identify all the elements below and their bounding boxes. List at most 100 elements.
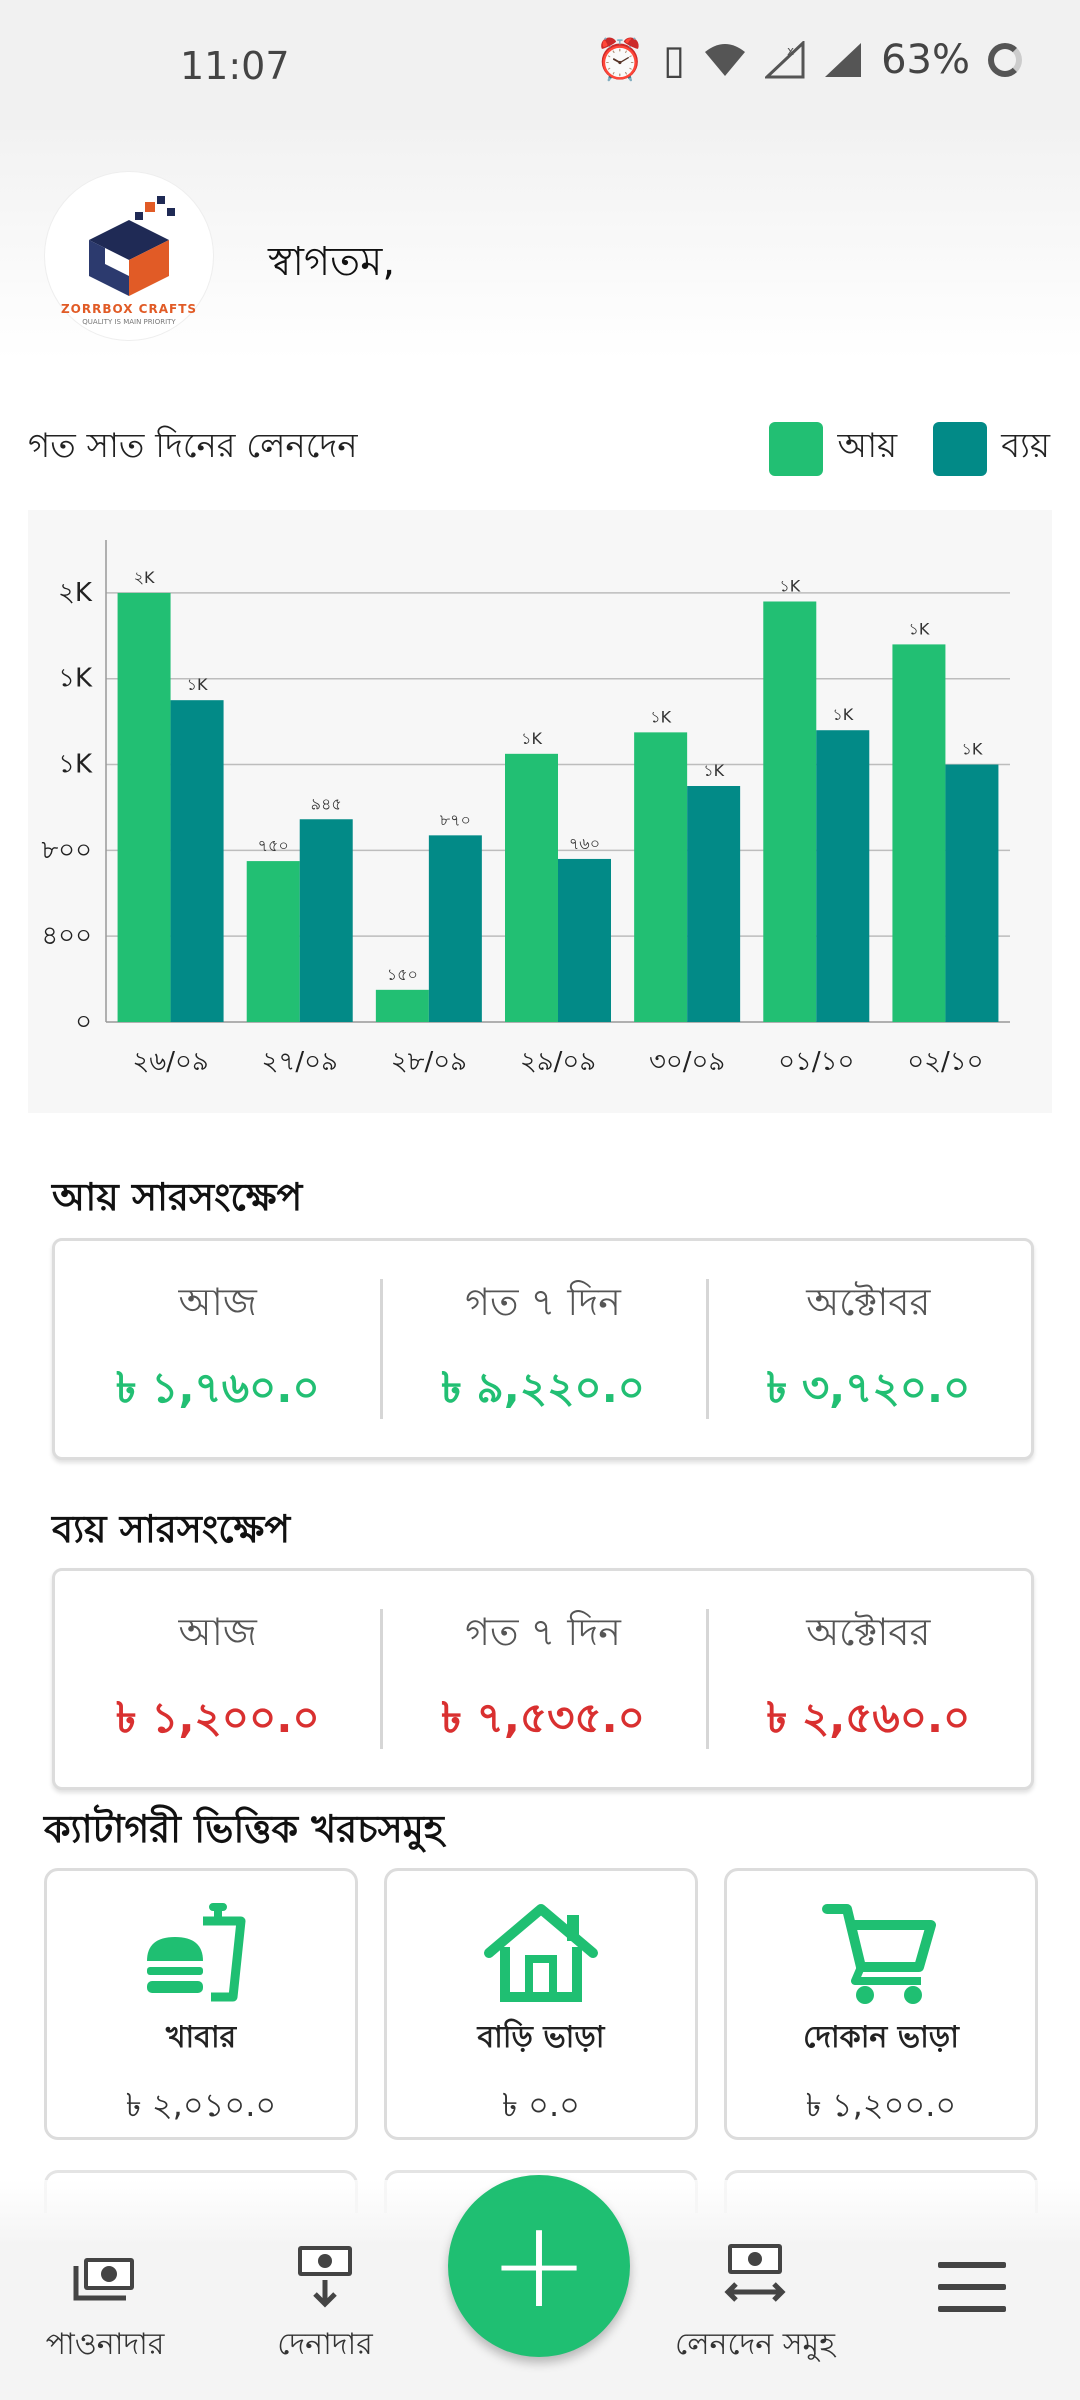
menu-icon[interactable] (938, 2262, 1006, 2312)
expense-bar (558, 858, 611, 1022)
nav-label: পাওনাদার (45, 2327, 165, 2362)
cart-icon (822, 1904, 936, 2004)
company-logo: ZORRBOX CRAFTS QUALITY IS MAIN PRIORITY (45, 172, 213, 340)
signal-icon (825, 43, 862, 77)
expense-summary-title: ব্যয় সারসংক্ষেপ (52, 1507, 291, 1551)
category-amount: ৳ ১,২০০.০ (805, 2086, 957, 2124)
legend-income-label: আয় (837, 426, 898, 466)
legend-expense-swatch (933, 421, 988, 476)
x-tick-label: ২৬/০৯ (132, 1047, 208, 1077)
house-icon (484, 1904, 598, 2002)
bar-chart: ০ ৪০০ ৮০০ ১K ১K ২K ২K ১K ২৬/০৯ ৭৫০ ৯৪৫ ২৭/০৯ ১৫০ ৮৭০ ২… (28, 510, 1052, 1113)
summary-value: ৳ ৯,২২০.০ (441, 1362, 645, 1412)
income-last-7-days: গত ৭ দিন ৳ ৯,২২০.০ (380, 1241, 705, 1457)
svg-text:x: x (787, 44, 794, 58)
expense-bar (945, 764, 999, 1022)
bar-value-label: ৮৭০ (440, 810, 471, 829)
nav-creditors[interactable]: পাওনাদার (40, 2240, 170, 2371)
expense-summary-card: আজ ৳ ১,২০০.০ গত ৭ দিন ৳ ৭,৫৩৫.০ অক্টোবর … (52, 1568, 1034, 1790)
expense-bar (299, 819, 353, 1022)
vibrate-icon: ▯ (663, 37, 686, 83)
nav-debtors[interactable]: দেনাদার (260, 2240, 390, 2371)
chart-legend: আয় ব্যয় (769, 420, 1050, 477)
category-name: খাবার (165, 2020, 237, 2055)
category-card-food[interactable]: খাবার ৳ ২,০১০.০ (44, 1868, 358, 2140)
bar-value-label: ১K (779, 576, 800, 595)
summary-label: আজ (178, 1609, 257, 1654)
summary-label: গত ৭ দিন (465, 1279, 621, 1324)
bar-value-label: ১K (187, 675, 208, 694)
category-amount: ৳ ২,০১০.০ (125, 2086, 277, 2124)
x-tick-label: ২৭/০৯ (262, 1047, 338, 1077)
expense-bar (428, 835, 482, 1022)
income-bar (892, 644, 946, 1022)
nav-label: দেনাদার (277, 2327, 373, 2362)
summary-label: আজ (178, 1279, 257, 1324)
expense-bar (816, 730, 870, 1022)
cash-down-icon (298, 2246, 352, 2308)
bar-value-label: ৯৪৫ (311, 794, 342, 813)
bar-chart-svg: ০ ৪০০ ৮০০ ১K ১K ২K ২K ১K ২৬/০৯ ৭৫০ ৯৪৫ ২৭/০৯ ১৫০ ৮৭০ ২… (41, 540, 1010, 1077)
y-tick-label: ১K (58, 750, 93, 780)
status-icons: ⏰ ▯ x 63% (595, 40, 1022, 80)
status-time: 11:07 (180, 44, 290, 88)
food-icon (147, 1903, 246, 2002)
category-card-shop-rent[interactable]: দোকান ভাড়া ৳ ১,২০০.০ (724, 1868, 1038, 2140)
income-summary-title: আয় সারসংক্ষেপ (52, 1175, 303, 1219)
y-tick-label: ৮০০ (41, 835, 92, 865)
bar-value-label: ১৫০ (387, 965, 418, 984)
bar-value-label: ২K (134, 568, 155, 587)
nav-transactions[interactable]: লেনদেন সমুহ (660, 2240, 850, 2371)
summary-value: ৳ ১,৭৬০.০ (115, 1362, 320, 1412)
income-bar (117, 592, 171, 1022)
summary-value: ৳ ২,৫৬০.০ (766, 1692, 971, 1742)
battery-icon (988, 43, 1022, 77)
income-bar (246, 861, 300, 1022)
bar-value-label: ৭৬০ (569, 834, 600, 853)
category-amount: ৳ ০.০ (502, 2086, 580, 2124)
expense-last-7-days: গত ৭ দিন ৳ ৭,৫৩৫.০ (380, 1571, 705, 1787)
welcome-text: স্বাগতম, (268, 239, 396, 285)
y-tick-label: ১K (58, 664, 93, 694)
bar-value-label: ১K (908, 619, 929, 638)
income-today: আজ ৳ ১,৭৬০.০ (55, 1241, 380, 1457)
summary-label: গত ৭ দিন (465, 1609, 621, 1654)
bar-value-label: ১K (521, 729, 542, 748)
income-bar (763, 601, 817, 1022)
add-transaction-button[interactable]: + (448, 2175, 630, 2357)
category-card-house-rent[interactable]: বাড়ি ভাড়া ৳ ০.০ (384, 1868, 698, 2140)
income-bar (505, 753, 558, 1022)
summary-value: ৳ ৩,৭২০.০ (766, 1362, 971, 1412)
expense-bar (687, 786, 741, 1022)
y-tick-label: ২K (58, 578, 93, 608)
signal-off-icon: x (765, 41, 805, 79)
x-tick-label: ০১/১০ (778, 1047, 854, 1077)
y-tick-label: ০ (75, 1007, 92, 1037)
bar-value-label: ১K (650, 707, 671, 726)
cash-transfer-icon (724, 2244, 786, 2302)
nav-label: লেনদেন সমুহ (675, 2327, 835, 2362)
battery-percent: 63% (881, 37, 970, 83)
bar-value-label: ১K (832, 705, 853, 724)
y-tick-label: ৪০০ (41, 921, 92, 951)
chart-title: গত সাত দিনের লেনদেন (28, 426, 358, 466)
wifi-icon (705, 44, 746, 76)
summary-label: অক্টোবর (806, 1609, 931, 1654)
income-month: অক্টোবর ৳ ৩,৭২০.০ (705, 1241, 1031, 1457)
status-bar: 11:07 ⏰ ▯ x 63% (0, 0, 1080, 130)
bar-value-label: ১K (961, 740, 982, 759)
income-bar (634, 732, 688, 1022)
app-header: ZORRBOX CRAFTS QUALITY IS MAIN PRIORITY … (0, 130, 1080, 360)
income-summary-card: আজ ৳ ১,৭৬০.০ গত ৭ দিন ৳ ৯,২২০.০ অক্টোবর … (52, 1238, 1034, 1460)
bar-value-label: ১K (703, 761, 724, 780)
alarm-icon: ⏰ (595, 37, 646, 83)
category-name: বাড়ি ভাড়া (477, 2020, 605, 2055)
summary-label: অক্টোবর (806, 1279, 931, 1324)
bar-value-label: ৭৫০ (258, 836, 289, 855)
x-tick-label: ০২/১০ (907, 1047, 983, 1077)
cash-icon (73, 2258, 134, 2301)
expense-bar (170, 700, 224, 1022)
income-bar (375, 989, 429, 1022)
x-tick-label: ২৯/০৯ (520, 1047, 596, 1077)
expense-month: অক্টোবর ৳ ২,৫৬০.০ (705, 1571, 1031, 1787)
